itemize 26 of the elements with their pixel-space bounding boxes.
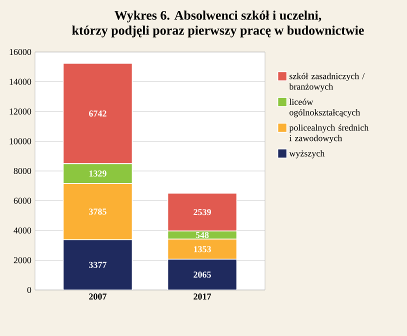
y-tick-label: 6000 [14,198,32,204]
y-tick-label: 12000 [10,108,32,115]
data-label: 1353 [194,246,211,252]
y-tick-label: 4000 [14,227,32,234]
x-tick-label: 2007 [89,294,107,300]
legend-label: liceów ogólnokształcących [289,98,360,118]
legend-label: policealnych średnich i zawodowych [289,124,369,144]
y-tick-label: 10000 [10,138,32,144]
data-label: 548 [196,232,209,238]
y-tick-label: 8000 [14,168,32,174]
legend-label: wyższych [289,150,325,158]
data-label: 3785 [89,208,106,215]
data-label: 2065 [194,272,211,278]
x-tick-label: 2017 [194,294,212,300]
y-tick-label: 2000 [14,257,32,264]
bar [167,258,238,290]
bar [62,239,133,290]
data-label: 2539 [194,209,211,216]
legend-label: szkół zasadniczych / branżowych [289,72,365,92]
chart-title: Wykres 6. Absolwenci szkół i uczelni, którzy podjęli poraz pierwszy pracę w budownictwie [72,10,364,38]
y-tick-label: 14000 [10,78,32,85]
y-tick-label: 0 [27,286,32,294]
data-label: 3377 [89,262,107,268]
data-label: 1329 [89,170,106,177]
y-tick-label: 16000 [10,48,32,56]
data-label: 6742 [89,110,106,117]
